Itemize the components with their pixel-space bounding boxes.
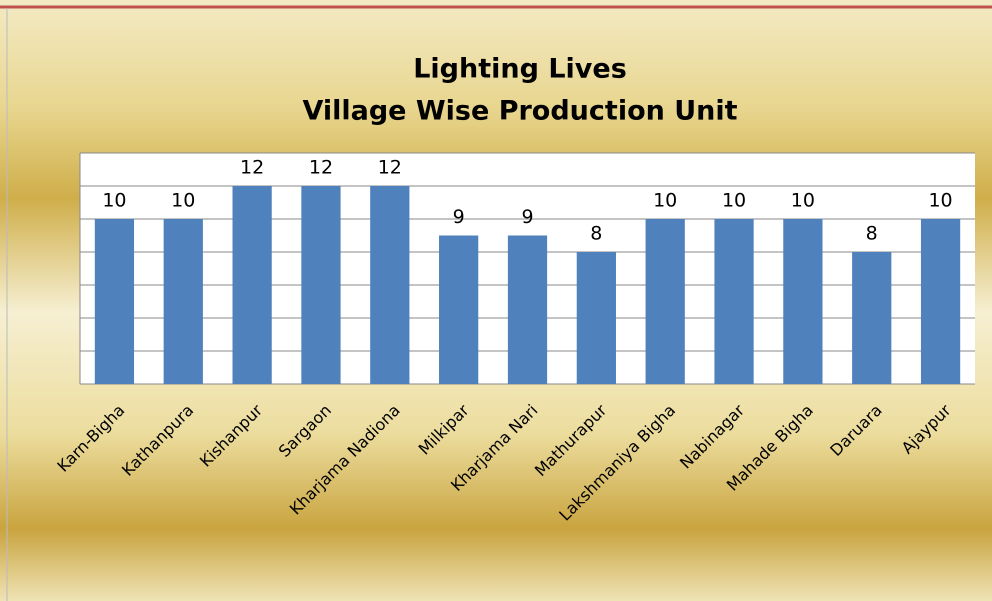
- data-label: 12: [378, 157, 402, 179]
- bar: [370, 186, 410, 384]
- data-label: 10: [102, 190, 126, 212]
- chart-subtitle: Village Wise Production Unit: [302, 96, 737, 127]
- data-label: 12: [240, 157, 264, 179]
- data-label: 10: [171, 190, 195, 212]
- bar: [852, 252, 892, 384]
- x-tick-label: Karn-Bigha: [53, 401, 128, 476]
- bar: [576, 252, 616, 384]
- bar: [301, 186, 341, 384]
- bar: [94, 219, 135, 384]
- x-tick-label: Kishanpur: [196, 400, 266, 470]
- bar: [920, 219, 961, 384]
- x-tick-label: Nabinagar: [676, 400, 748, 472]
- bar: [163, 219, 203, 384]
- x-tick-label: Sargaon: [275, 401, 335, 461]
- x-tick-label: Milkipar: [415, 400, 473, 458]
- chart-title: Lighting Lives: [413, 54, 627, 85]
- bar: [507, 235, 548, 384]
- x-tick-label: Daruara: [826, 401, 885, 460]
- x-tick-label: Kathanpura: [118, 401, 197, 480]
- data-label: 8: [866, 223, 878, 245]
- data-label: 9: [521, 206, 533, 228]
- data-label: 10: [722, 190, 746, 212]
- data-label: 10: [653, 190, 677, 212]
- bar: [714, 219, 754, 384]
- data-label: 10: [928, 190, 952, 212]
- x-tick-label: Lakshmaniya Bigha: [555, 401, 679, 525]
- bar: [439, 235, 479, 384]
- bar: [645, 219, 685, 384]
- data-label: 10: [791, 190, 815, 212]
- data-label: 9: [453, 206, 465, 228]
- data-label: 8: [590, 223, 602, 245]
- data-label: 12: [309, 157, 333, 179]
- bar: [232, 186, 272, 384]
- x-tick-label: Ajaypur: [898, 400, 955, 457]
- bar: [783, 219, 823, 384]
